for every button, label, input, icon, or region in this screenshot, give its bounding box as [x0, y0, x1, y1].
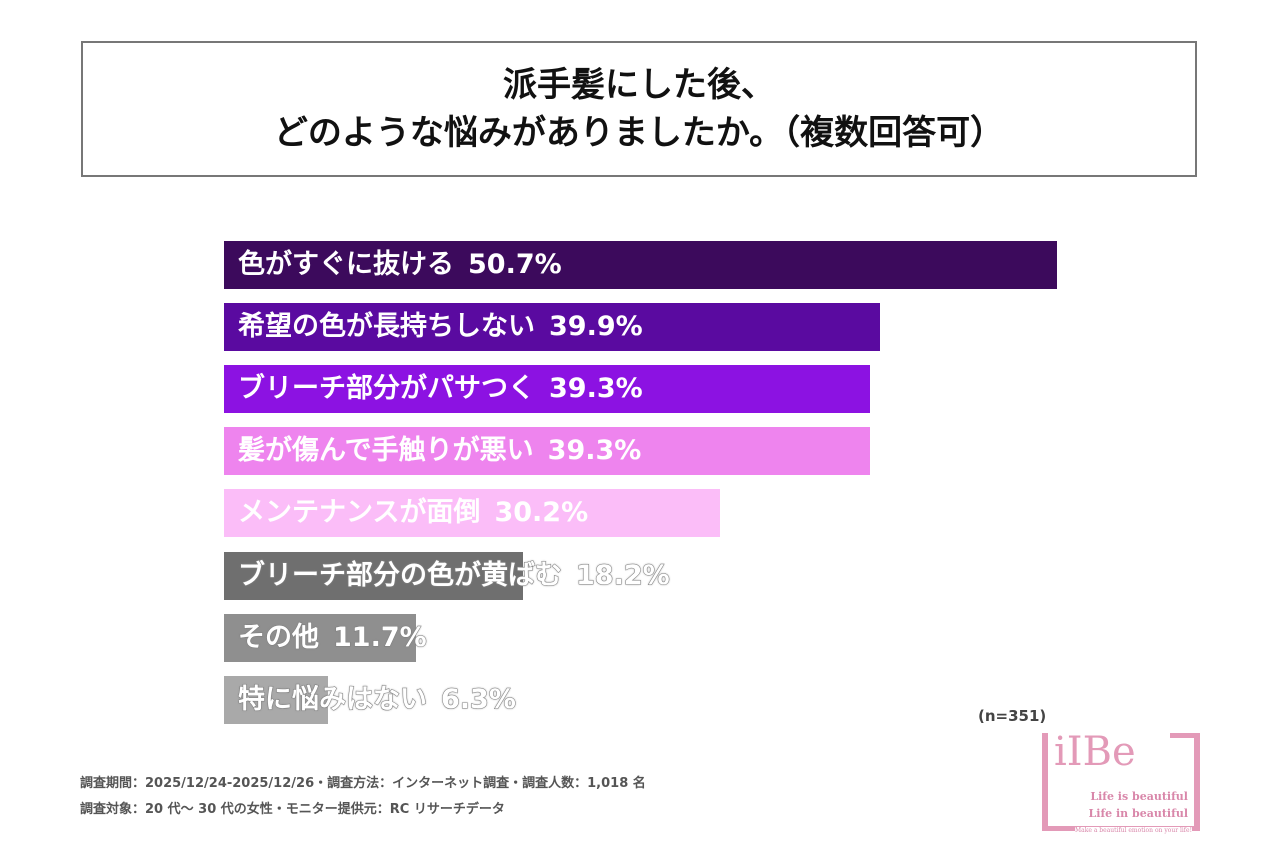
value-label: 11.7%: [333, 621, 428, 653]
category-label: メンテナンスが面倒: [238, 497, 481, 529]
category-label: 特に悩みはない: [238, 683, 428, 715]
bar-label: 髪が傷んで手触りが悪い 39.3%: [238, 427, 641, 475]
bar-label: その他 11.7%: [238, 614, 428, 662]
category-label: ブリーチ部分の色が黄ばむ: [238, 559, 563, 591]
bar-0: [224, 241, 1057, 289]
value-label: 18.2%: [576, 559, 671, 591]
title-line-2: どのような悩みがありましたか。（複数回答可）: [273, 113, 1005, 153]
bar-label: メンテナンスが面倒 30.2%: [238, 489, 588, 537]
bar-5: [224, 551, 524, 600]
bar-label: 希望の色が長持ちしない 39.9%: [238, 303, 643, 351]
category-label: 希望の色が長持ちしない: [238, 311, 535, 343]
bar-3: [224, 427, 870, 476]
value-label: 30.2%: [494, 497, 589, 529]
bar-4: [224, 489, 721, 538]
survey-period-note: 調査期間：2025/12/24-2025/12/26・調査方法：インターネット調…: [80, 776, 646, 791]
category-label: 髪が傷んで手触りが悪い: [238, 435, 534, 467]
bar-1: [224, 303, 880, 352]
value-label: 39.3%: [549, 373, 643, 405]
category-label: その他: [238, 621, 320, 653]
value-label: 39.3%: [547, 435, 642, 467]
ilbe-logo: iIBe Life is beautiful Life in beautiful…: [1042, 729, 1200, 834]
value-label: 50.7%: [468, 249, 562, 280]
bar-7: [224, 675, 328, 724]
category-label: ブリーチ部分がパサつく: [238, 373, 535, 405]
bar-label: ブリーチ部分がパサつく 39.3%: [238, 365, 643, 413]
title-line-1: 派手髪にした後、: [503, 65, 775, 105]
sample-size: (n=351): [978, 707, 1047, 725]
bar-6: [224, 613, 417, 662]
value-label: 39.9%: [549, 311, 643, 343]
bar-label: ブリーチ部分の色が黄ばむ 18.2%: [238, 552, 671, 600]
bar-2: [224, 365, 870, 414]
survey-target-note: 調査対象：20 代～ 30 代の女性・モニター提供元：RC リサーチデータ: [80, 802, 505, 817]
category-label: 色がすぐに抜ける: [238, 249, 454, 280]
value-label: 6.3%: [441, 683, 517, 715]
bar-label: 色がすぐに抜ける 50.7%: [238, 241, 562, 289]
bar-label: 特に悩みはない 6.3%: [238, 676, 517, 724]
chart-title: 派手髪にした後、 どのような悩みがありましたか。（複数回答可）: [81, 41, 1197, 177]
